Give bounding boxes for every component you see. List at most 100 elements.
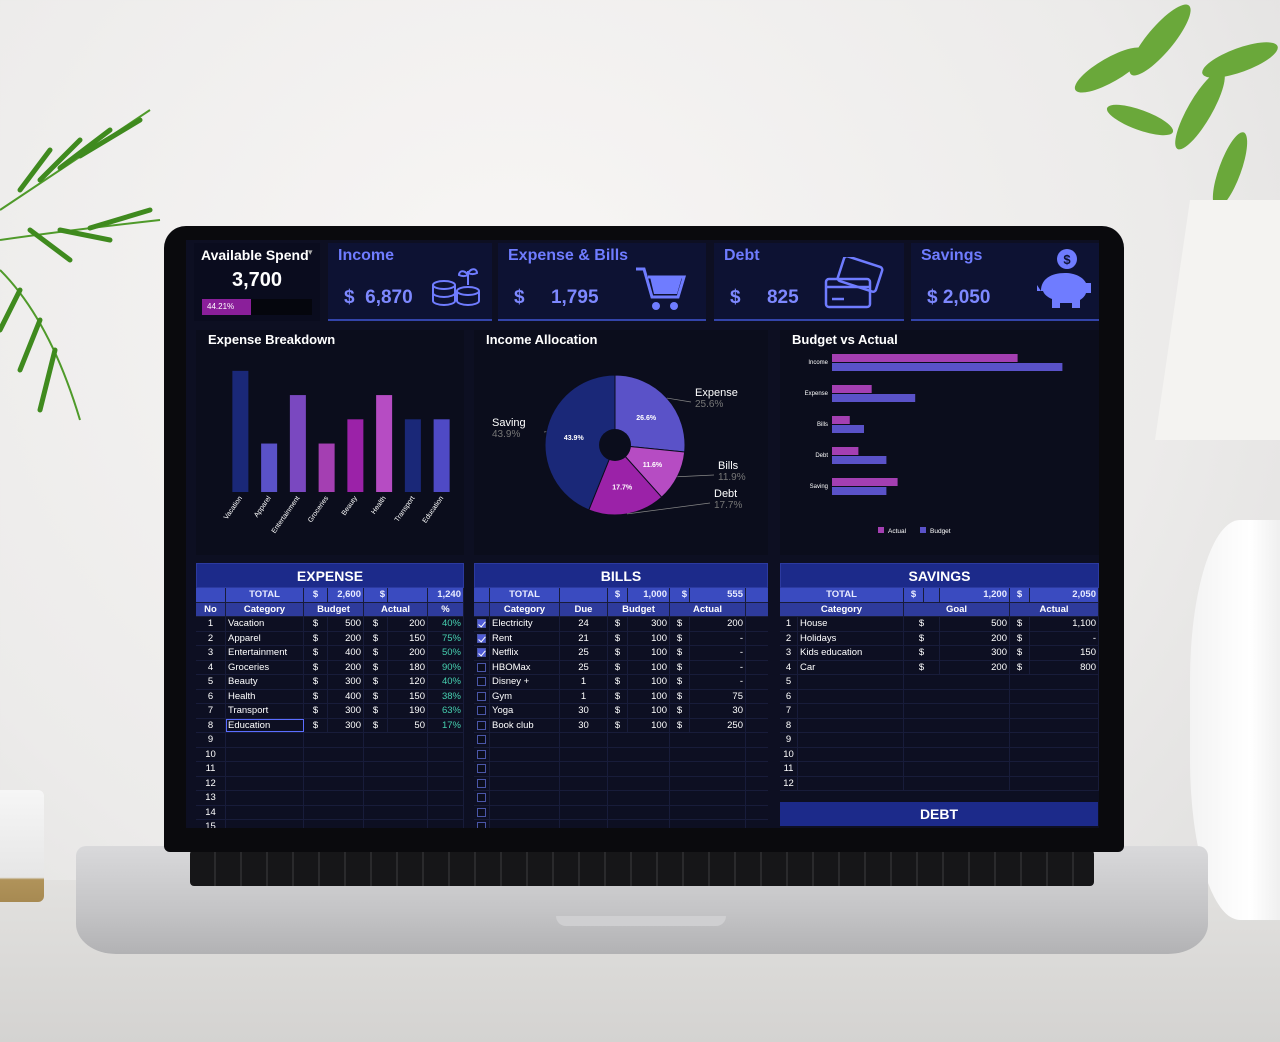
- empty-cell[interactable]: [364, 747, 428, 761]
- due-cell[interactable]: 25: [560, 646, 608, 660]
- paid-checkbox[interactable]: [477, 822, 486, 828]
- empty-cell[interactable]: [798, 718, 904, 732]
- empty-cell[interactable]: [490, 820, 560, 828]
- category-cell[interactable]: Disney +: [490, 675, 560, 689]
- empty-cell[interactable]: [226, 776, 304, 790]
- empty-cell[interactable]: [904, 733, 1010, 747]
- budget-cell[interactable]: 100: [628, 704, 670, 718]
- empty-cell[interactable]: [798, 733, 904, 747]
- budget-cell[interactable]: 300: [328, 675, 364, 689]
- paid-checkbox[interactable]: [477, 619, 486, 628]
- actual-cell[interactable]: 150: [388, 689, 428, 703]
- empty-cell[interactable]: [798, 762, 904, 776]
- category-cell[interactable]: Vacation: [226, 617, 304, 631]
- paid-checkbox[interactable]: [477, 720, 486, 730]
- empty-cell[interactable]: [670, 820, 746, 828]
- empty-cell[interactable]: [364, 820, 428, 828]
- empty-cell[interactable]: [560, 820, 608, 828]
- paid-checkbox[interactable]: [477, 677, 486, 686]
- category-cell[interactable]: Beauty: [226, 675, 304, 689]
- paid-checkbox[interactable]: [477, 807, 486, 817]
- paid-checkbox-cell[interactable]: [474, 660, 490, 674]
- empty-cell[interactable]: [798, 776, 904, 790]
- empty-cell[interactable]: [608, 776, 670, 790]
- empty-cell[interactable]: [670, 805, 746, 819]
- empty-cell[interactable]: [1010, 776, 1099, 790]
- paid-checkbox[interactable]: [477, 648, 486, 657]
- goal-cell[interactable]: 200: [940, 631, 1010, 645]
- budget-cell[interactable]: 400: [328, 646, 364, 660]
- paid-checkbox-cell[interactable]: [474, 776, 490, 790]
- due-cell[interactable]: 21: [560, 631, 608, 645]
- empty-cell[interactable]: [798, 689, 904, 703]
- actual-cell[interactable]: 1,100: [1030, 617, 1099, 631]
- empty-cell[interactable]: [490, 805, 560, 819]
- empty-cell[interactable]: [560, 762, 608, 776]
- empty-cell[interactable]: [428, 805, 464, 819]
- category-cell[interactable]: Health: [226, 689, 304, 703]
- empty-cell[interactable]: [428, 820, 464, 828]
- empty-cell[interactable]: [798, 747, 904, 761]
- budget-cell[interactable]: 400: [328, 689, 364, 703]
- empty-cell[interactable]: [1010, 762, 1099, 776]
- empty-cell[interactable]: [670, 747, 746, 761]
- empty-cell[interactable]: [608, 747, 670, 761]
- budget-cell[interactable]: 200: [328, 631, 364, 645]
- budget-cell[interactable]: 100: [628, 631, 670, 645]
- empty-cell[interactable]: [608, 733, 670, 747]
- paid-checkbox[interactable]: [477, 662, 486, 672]
- paid-checkbox[interactable]: [477, 778, 486, 788]
- category-cell[interactable]: Kids education: [798, 646, 904, 660]
- empty-cell[interactable]: [428, 791, 464, 805]
- due-cell[interactable]: 30: [560, 704, 608, 718]
- empty-cell[interactable]: [304, 791, 364, 805]
- actual-cell[interactable]: 800: [1030, 660, 1099, 674]
- category-cell[interactable]: Entertainment: [226, 646, 304, 660]
- paid-checkbox-cell[interactable]: [474, 762, 490, 776]
- category-cell[interactable]: Book club: [490, 718, 560, 732]
- empty-cell[interactable]: [904, 689, 1010, 703]
- budget-cell[interactable]: 500: [328, 617, 364, 631]
- paid-checkbox-cell[interactable]: [474, 704, 490, 718]
- actual-cell[interactable]: -: [690, 660, 746, 674]
- empty-cell[interactable]: [490, 733, 560, 747]
- paid-checkbox-cell[interactable]: [474, 675, 490, 689]
- budget-cell[interactable]: 300: [628, 617, 670, 631]
- category-cell[interactable]: Education: [226, 718, 304, 732]
- empty-cell[interactable]: [226, 733, 304, 747]
- category-cell[interactable]: Yoga: [490, 704, 560, 718]
- empty-cell[interactable]: [904, 718, 1010, 732]
- empty-cell[interactable]: [304, 805, 364, 819]
- empty-cell[interactable]: [364, 791, 428, 805]
- due-cell[interactable]: 1: [560, 675, 608, 689]
- goal-cell[interactable]: 200: [940, 660, 1010, 674]
- empty-cell[interactable]: [428, 733, 464, 747]
- empty-cell[interactable]: [364, 805, 428, 819]
- budget-cell[interactable]: 300: [328, 718, 364, 732]
- empty-cell[interactable]: [226, 805, 304, 819]
- empty-cell[interactable]: [670, 791, 746, 805]
- empty-cell[interactable]: [798, 675, 904, 689]
- empty-cell[interactable]: [1010, 733, 1099, 747]
- paid-checkbox-cell[interactable]: [474, 646, 490, 660]
- category-cell[interactable]: Rent: [490, 631, 560, 645]
- paid-checkbox[interactable]: [477, 691, 486, 701]
- budget-cell[interactable]: 100: [628, 689, 670, 703]
- paid-checkbox[interactable]: [477, 633, 486, 643]
- category-cell[interactable]: Gym: [490, 689, 560, 703]
- actual-cell[interactable]: 180: [388, 660, 428, 674]
- empty-cell[interactable]: [798, 704, 904, 718]
- paid-checkbox[interactable]: [477, 793, 486, 802]
- empty-cell[interactable]: [490, 747, 560, 761]
- due-cell[interactable]: 25: [560, 660, 608, 674]
- empty-cell[interactable]: [304, 820, 364, 828]
- empty-cell[interactable]: [226, 791, 304, 805]
- empty-cell[interactable]: [364, 733, 428, 747]
- empty-cell[interactable]: [1010, 704, 1099, 718]
- actual-cell[interactable]: -: [1030, 631, 1099, 645]
- actual-cell[interactable]: 120: [388, 675, 428, 689]
- category-cell[interactable]: Netflix: [490, 646, 560, 660]
- empty-cell[interactable]: [364, 762, 428, 776]
- empty-cell[interactable]: [490, 776, 560, 790]
- due-cell[interactable]: 24: [560, 617, 608, 631]
